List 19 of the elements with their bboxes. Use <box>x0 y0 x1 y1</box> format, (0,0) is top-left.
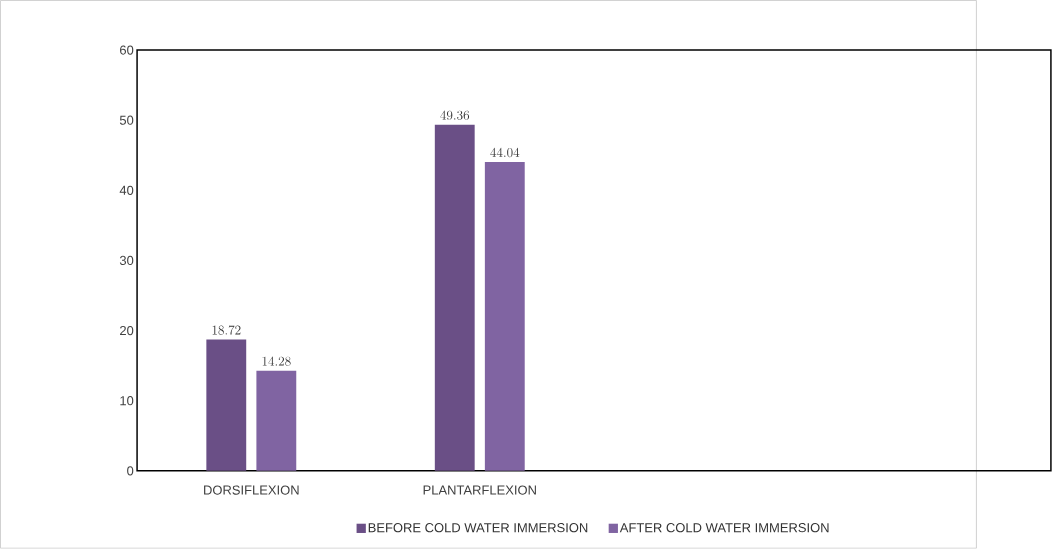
bar <box>256 370 297 471</box>
y-tick-label: 50 <box>119 115 134 125</box>
bar <box>434 124 475 471</box>
y-tick-label: 0 <box>127 466 134 476</box>
bar <box>206 339 247 471</box>
data-label: 49.36 <box>440 110 470 120</box>
y-tick-label: 20 <box>120 326 134 336</box>
y-tick-label: 40 <box>119 185 134 196</box>
data-label: 14.28 <box>262 356 291 366</box>
data-label: 18.72 <box>212 325 241 335</box>
legend-label: BEFORE COLD WATER IMMERSION <box>368 523 588 533</box>
bar <box>484 162 525 471</box>
x-tick-label: PLANTARFLEXION <box>423 485 536 495</box>
y-tick-label: 30 <box>119 256 134 266</box>
legend-label: AFTER COLD WATER IMMERSION <box>619 523 829 533</box>
y-tick-label: 10 <box>120 396 134 406</box>
y-tick-label: 60 <box>120 45 134 55</box>
x-tick-label: DORSIFLEXION <box>204 485 299 495</box>
data-label: 44.04 <box>490 148 520 158</box>
